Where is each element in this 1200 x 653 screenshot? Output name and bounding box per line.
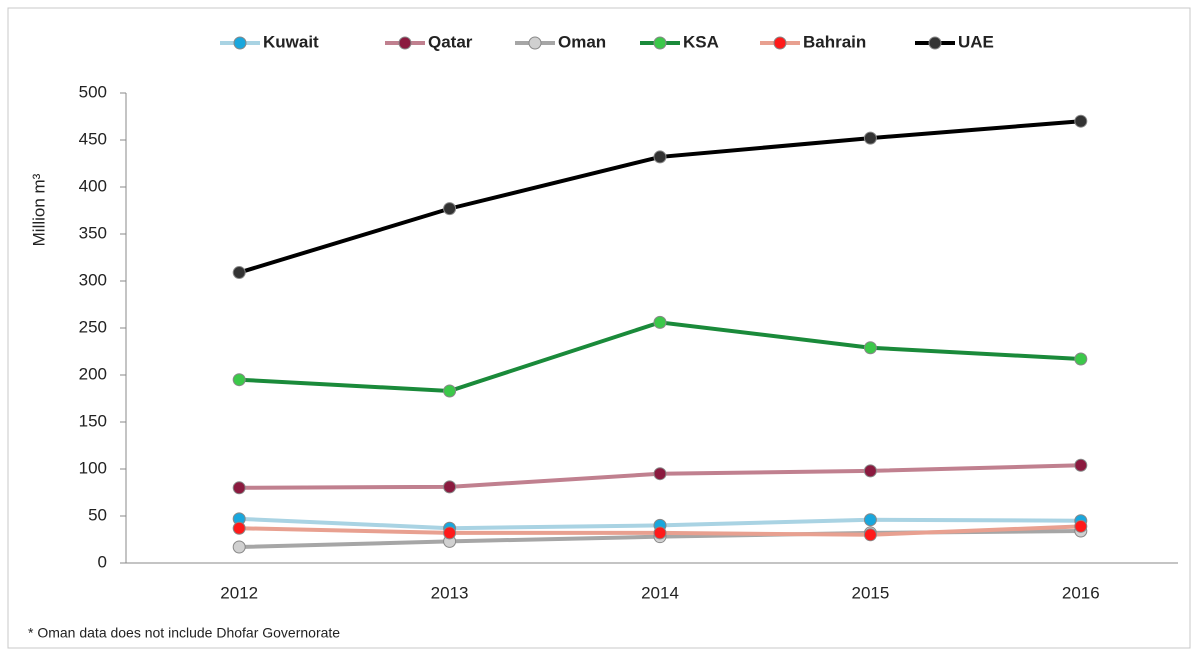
y-axis-label: Million m³ — [29, 173, 48, 246]
series-line — [239, 320, 1081, 393]
data-point — [443, 526, 457, 540]
chart-frame — [7, 7, 1191, 649]
y-tick-label: 350 — [79, 223, 107, 242]
data-point — [653, 526, 667, 540]
data-point — [232, 373, 246, 387]
y-tick-label: 100 — [79, 458, 107, 477]
legend-marker — [528, 36, 542, 50]
data-point — [1074, 458, 1088, 472]
series-line — [238, 119, 1081, 275]
data-point — [232, 521, 246, 535]
y-tick-label: 0 — [98, 552, 107, 571]
legend-label: Kuwait — [263, 32, 319, 51]
y-tick-label: 250 — [79, 317, 107, 336]
data-point — [443, 202, 457, 216]
data-point — [863, 341, 877, 355]
legend-marker — [928, 36, 942, 50]
y-tick-label: 150 — [79, 411, 107, 430]
data-point — [443, 480, 457, 494]
x-tick-label: 2016 — [1062, 583, 1100, 602]
x-tick-label: 2015 — [851, 583, 889, 602]
data-point — [863, 513, 877, 527]
data-point — [863, 528, 877, 542]
y-tick-label: 400 — [79, 176, 107, 195]
footnote: * Oman data does not include Dhofar Gove… — [28, 625, 340, 641]
data-point — [653, 467, 667, 481]
y-tick-label: 300 — [79, 270, 107, 289]
legend-label: Qatar — [428, 32, 473, 51]
y-tick-label: 450 — [79, 129, 107, 148]
x-tick-label: 2012 — [220, 583, 258, 602]
x-tick-label: 2014 — [641, 583, 679, 602]
data-point — [1074, 352, 1088, 366]
legend-label: KSA — [683, 32, 719, 51]
y-tick-label: 200 — [79, 364, 107, 383]
data-point — [1074, 519, 1088, 533]
data-point — [863, 464, 877, 478]
data-point — [653, 315, 667, 329]
x-tick-label: 2013 — [431, 583, 469, 602]
data-point — [232, 481, 246, 495]
data-point — [653, 150, 667, 164]
data-point — [232, 540, 246, 554]
data-point — [863, 131, 877, 145]
legend-label: Bahrain — [803, 32, 866, 51]
legend-marker — [398, 36, 412, 50]
data-point — [1074, 114, 1088, 128]
data-point — [443, 384, 457, 398]
legend-marker — [773, 36, 787, 50]
y-tick-label: 50 — [88, 505, 107, 524]
legend-label: UAE — [958, 32, 994, 51]
legend-marker — [653, 36, 667, 50]
legend-label: Oman — [558, 32, 606, 51]
y-tick-label: 500 — [79, 82, 107, 101]
legend-marker — [233, 36, 247, 50]
data-point — [232, 266, 246, 280]
